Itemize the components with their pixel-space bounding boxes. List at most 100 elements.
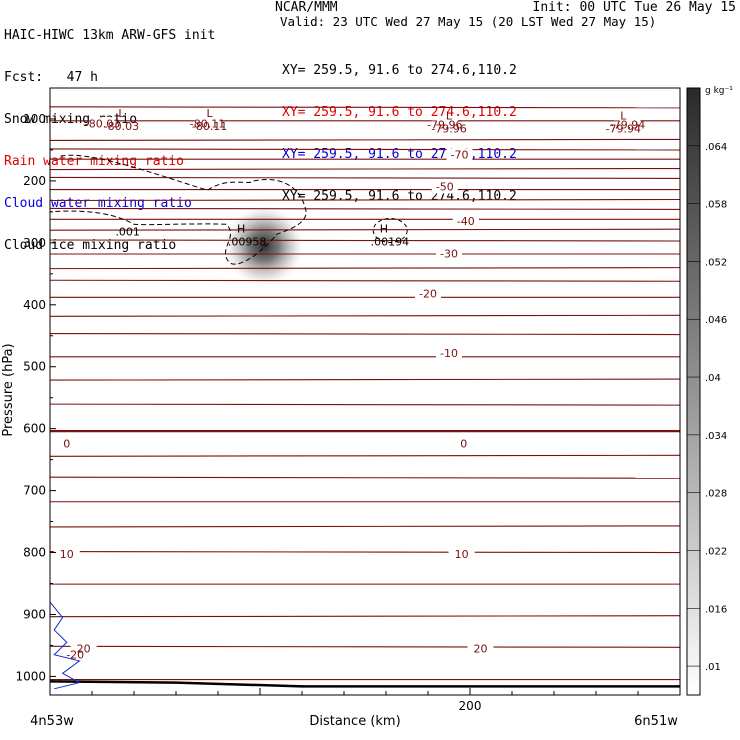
contour-label-bg bbox=[53, 437, 80, 451]
isotherm-line bbox=[49, 279, 681, 283]
isotherm-line bbox=[49, 148, 681, 151]
xy-snow: XY= 259.5, 91.6 to 274.6,110.2 bbox=[282, 63, 517, 78]
cloud-ice-contour bbox=[49, 154, 307, 265]
contour-label: -79.94 bbox=[610, 119, 645, 132]
y-tick-label: 900 bbox=[23, 607, 46, 621]
contour-label: 20 bbox=[474, 643, 488, 656]
low-marker: L bbox=[446, 110, 453, 123]
y-tick-label: 1000 bbox=[15, 669, 46, 683]
contour-label: 10 bbox=[455, 548, 469, 561]
low-marker: L bbox=[620, 110, 627, 123]
isotherm-line bbox=[49, 158, 681, 161]
forecast-hour: Fcst: 47 h bbox=[4, 70, 98, 85]
isotherm-line bbox=[49, 332, 681, 336]
colorbar-tick-label: .01 bbox=[705, 662, 721, 673]
contour-label-bg bbox=[446, 148, 473, 162]
colorbar-tick-label: .052 bbox=[705, 257, 727, 268]
y-tick-label: 200 bbox=[23, 174, 46, 188]
isotherm-line bbox=[49, 429, 681, 433]
cloud-ice-contour-label: .001 bbox=[115, 225, 140, 238]
contour-label-bg bbox=[70, 642, 97, 656]
field-cloud-ice: Cloud ice mixing ratio bbox=[4, 238, 177, 253]
model-title: HAIC-HIWC 13km ARW-GFS init bbox=[4, 28, 216, 43]
contour-label-bg bbox=[89, 117, 116, 131]
extremum-value: -79.96 bbox=[431, 123, 466, 136]
contour-label-bg bbox=[614, 118, 641, 132]
contour-label-bg bbox=[436, 347, 462, 361]
x-right-label: 6n51w bbox=[634, 714, 678, 729]
isotherm-line bbox=[49, 378, 681, 381]
cloud-water-label: -20 bbox=[66, 649, 84, 662]
isotherm-line bbox=[49, 138, 681, 141]
init-time: Init: 00 UTC Tue 26 May 15 bbox=[532, 0, 737, 15]
contour-label: -50 bbox=[436, 180, 454, 193]
isotherm-line bbox=[49, 207, 681, 211]
y-tick-label: 400 bbox=[23, 298, 46, 312]
colorbar-tick-label: .046 bbox=[705, 315, 727, 326]
isotherm-line bbox=[49, 198, 681, 202]
contour-label: 0 bbox=[460, 438, 467, 451]
contour-label-bg bbox=[431, 180, 458, 194]
x-axis-title: Distance (km) bbox=[309, 714, 400, 729]
colorbar-unit: g kg⁻¹ bbox=[705, 86, 733, 96]
x-left-label: 4n53w bbox=[30, 714, 74, 729]
contour-label-bg bbox=[436, 247, 462, 261]
y-tick-label: 300 bbox=[23, 236, 46, 250]
colorbar-tick-label: .04 bbox=[705, 373, 721, 384]
isotherm-line bbox=[49, 296, 681, 299]
y-tick-label: 700 bbox=[23, 484, 46, 498]
contour-label: -20 bbox=[419, 288, 437, 301]
contour-label: -40 bbox=[457, 215, 475, 228]
colorbar-tick-label: .064 bbox=[705, 142, 727, 153]
contour-label: 20 bbox=[77, 643, 91, 656]
isotherm-line bbox=[49, 253, 681, 255]
y-axis-title: Pressure (hPa) bbox=[1, 343, 16, 436]
isotherm-line bbox=[49, 476, 681, 480]
org-label: NCAR/MMM bbox=[275, 0, 338, 15]
isotherm-line bbox=[49, 678, 681, 681]
isotherm-line bbox=[49, 176, 681, 180]
isotherm-line bbox=[49, 645, 681, 649]
isotherm-line bbox=[49, 525, 681, 528]
y-tick-label: 500 bbox=[23, 360, 46, 374]
extremum-value: -80.11 bbox=[192, 120, 227, 133]
contour-label-bg bbox=[452, 215, 479, 229]
contour-label: -79.96 bbox=[427, 119, 462, 132]
contour-label-bg bbox=[194, 117, 221, 131]
isotherm-line bbox=[49, 500, 681, 503]
isotherm-line bbox=[49, 188, 681, 191]
contour-label-bg bbox=[415, 287, 441, 301]
isotherm-line bbox=[49, 583, 681, 585]
isotherm-line bbox=[49, 228, 681, 231]
cloud-water-contour bbox=[49, 601, 81, 690]
y-tick-label: 600 bbox=[23, 422, 46, 436]
isotherm-line bbox=[49, 454, 681, 457]
contour-label-bg bbox=[53, 547, 80, 561]
contour-label-bg bbox=[450, 437, 477, 451]
cloud-ice-shading bbox=[222, 203, 306, 288]
isotherm-line bbox=[49, 267, 681, 270]
contour-label: 10 bbox=[60, 548, 74, 561]
contour-label: -80.03 bbox=[85, 117, 120, 130]
plot-frame bbox=[49, 87, 681, 696]
xy-rain: XY= 259.5, 91.6 to 274.6,110.2 bbox=[282, 105, 517, 120]
colorbar-tick-label: .016 bbox=[705, 604, 727, 615]
contour-label: -30 bbox=[440, 247, 458, 260]
y-tick-label: 100 bbox=[23, 112, 46, 126]
isotherm-line bbox=[49, 355, 681, 358]
isotherm-line bbox=[49, 550, 681, 554]
low-marker: L bbox=[207, 107, 214, 120]
isotherm-line bbox=[49, 119, 681, 122]
colorbar-tick-label: .022 bbox=[705, 546, 727, 557]
isotherm-line bbox=[49, 239, 681, 242]
high-marker: H bbox=[237, 222, 245, 235]
extremum-value: -80.03 bbox=[104, 120, 139, 133]
y-tick-label: 800 bbox=[23, 546, 46, 560]
cloud-ice-contour-small bbox=[372, 217, 408, 243]
contour-label-bg bbox=[431, 118, 458, 132]
colorbar-tick-label: .028 bbox=[705, 489, 727, 500]
contour-label-bg bbox=[448, 547, 475, 561]
isotherm-line bbox=[49, 218, 681, 221]
isotherm-line bbox=[49, 615, 681, 618]
